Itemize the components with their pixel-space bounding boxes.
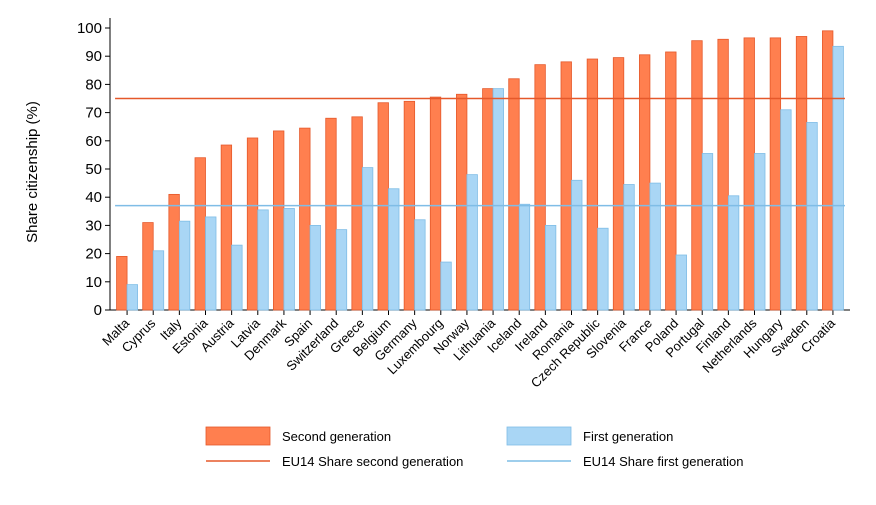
legend-label: EU14 Share first generation	[583, 454, 743, 469]
bar-first-generation	[754, 153, 766, 311]
legend-eu14-second: EU14 Share second generation	[206, 454, 463, 469]
bar-second-generation	[482, 88, 494, 311]
bar-first-generation	[806, 122, 818, 311]
bar-first-generation	[571, 179, 583, 311]
bar-first-generation	[701, 153, 714, 311]
bar-first-generation	[361, 167, 374, 311]
bar-first-generation	[518, 203, 531, 311]
legend-label: Second generation	[282, 429, 391, 444]
legend-first-generation: First generation	[506, 426, 673, 446]
y-tick-label: 0	[94, 302, 102, 319]
bar-second-generation	[586, 58, 599, 311]
bar-first-generation	[414, 219, 426, 311]
bar-second-generation	[508, 78, 520, 311]
bar-first-generation	[466, 174, 478, 311]
y-tick-label: 10	[85, 274, 102, 291]
bar-second-generation	[142, 222, 154, 311]
y-tick-label: 70	[85, 105, 102, 122]
y-tick-label: 20	[85, 246, 102, 263]
legend-eu14-first: EU14 Share first generation	[507, 454, 743, 469]
bar-first-generation	[283, 208, 295, 311]
bar-first-generation	[335, 229, 348, 311]
bar-second-generation	[168, 193, 180, 311]
bar-second-generation	[534, 64, 546, 311]
bar-first-generation	[649, 182, 661, 311]
bar-first-generation	[205, 216, 217, 311]
bar-first-generation	[727, 195, 740, 311]
bar-second-generation	[639, 54, 651, 311]
y-tick-label: 100	[77, 20, 102, 37]
bar-second-generation	[246, 137, 259, 311]
legend-swatch	[506, 426, 572, 446]
bar-second-generation	[822, 30, 834, 311]
bar-first-generation	[780, 109, 792, 311]
bar-first-generation	[388, 188, 400, 311]
y-tick-label: 30	[85, 217, 102, 234]
bar-second-generation	[769, 37, 782, 311]
bar-second-generation	[795, 36, 808, 311]
bar-second-generation	[220, 144, 233, 311]
bar-first-generation	[492, 88, 504, 311]
y-tick-label: 50	[85, 161, 102, 178]
bar-second-generation	[691, 40, 703, 311]
y-axis-label: Share citizenship (%)	[24, 101, 41, 243]
bar-first-generation	[152, 250, 165, 311]
bar-first-generation	[597, 227, 609, 311]
bar-second-generation	[456, 93, 468, 311]
bar-second-generation	[299, 127, 311, 311]
bar-second-generation	[116, 256, 128, 311]
bar-second-generation	[717, 38, 729, 311]
y-tick-label: 40	[85, 189, 102, 206]
bar-first-generation	[126, 284, 138, 311]
bar-first-generation	[440, 261, 452, 311]
bar-second-generation	[273, 130, 285, 311]
legend-swatch	[205, 426, 271, 446]
bar-first-generation	[675, 254, 687, 311]
y-tick-label: 60	[85, 133, 102, 150]
bar-first-generation	[544, 224, 557, 311]
bar-second-generation	[194, 157, 206, 311]
bar-second-generation	[612, 57, 625, 311]
y-tick-label: 80	[85, 76, 102, 93]
bar-first-generation	[832, 45, 844, 311]
y-tick-label: 90	[85, 48, 102, 65]
bar-second-generation	[429, 96, 442, 311]
bar-first-generation	[231, 244, 243, 311]
bar-second-generation	[665, 51, 677, 311]
bar-second-generation	[325, 117, 337, 311]
legend-second-generation: Second generation	[205, 426, 391, 446]
bar-first-generation	[178, 220, 191, 311]
bar-first-generation	[257, 209, 269, 311]
bar-first-generation	[309, 224, 321, 311]
legend-label: First generation	[583, 429, 673, 444]
legend-label: EU14 Share second generation	[282, 454, 463, 469]
bar-second-generation	[351, 116, 363, 311]
bar-first-generation	[623, 184, 635, 311]
bar-second-generation	[743, 37, 755, 311]
